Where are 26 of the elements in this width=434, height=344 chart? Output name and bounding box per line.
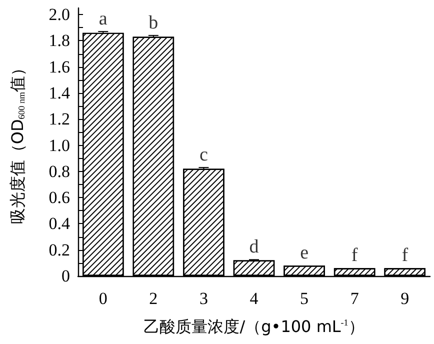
x-tick-label: 2: [149, 289, 158, 308]
y-tick-label: 1.0: [48, 136, 70, 155]
y-tick-label: 1.8: [48, 31, 70, 50]
annotation: e: [300, 242, 309, 264]
x-tick-label: 5: [300, 289, 309, 308]
y-tick-label: 0.2: [48, 240, 70, 260]
x-tick-label: 3: [199, 289, 208, 308]
x-tick-label: 0: [98, 289, 108, 308]
annotation: f: [351, 245, 358, 266]
x-tick-label: 7: [350, 289, 360, 308]
annotation: d: [249, 236, 260, 258]
y-tick-label: 1.4: [48, 83, 70, 102]
y-tick-label: 0.8: [48, 162, 70, 181]
x-tick-label: 4: [250, 289, 259, 308]
annotation: f: [402, 245, 409, 266]
y-tick-label: 0.6: [48, 188, 70, 208]
annotation: b: [148, 12, 158, 34]
y-tick-label: 1.6: [48, 57, 70, 76]
y-tick-label: 1.2: [48, 110, 70, 129]
y-axis-title: 吸光度值（OD600 nm值）: [8, 60, 27, 224]
annotation: a: [98, 8, 108, 30]
y-tick-label: 2.0: [48, 5, 70, 24]
x-tick-label: 9: [400, 289, 410, 308]
y-tick-label: 0: [62, 266, 70, 286]
y-tick-label: 0.4: [48, 214, 70, 234]
annotation: c: [199, 144, 208, 166]
